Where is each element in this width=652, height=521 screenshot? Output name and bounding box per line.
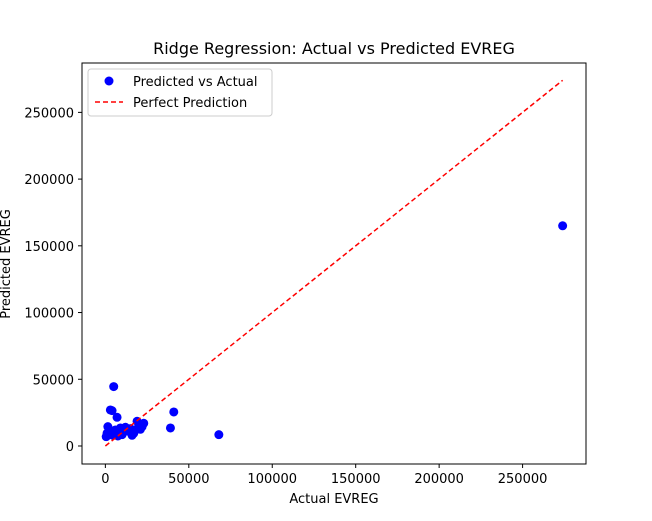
y-tick-label: 0 [66,440,74,455]
line-layer [104,79,564,447]
data-point [165,423,175,433]
x-tick-label: 0 [101,472,109,487]
data-point [107,406,117,416]
x-tick-label: 50000 [168,472,209,487]
y-tick-label: 150000 [24,240,74,255]
data-point [214,430,224,440]
x-axis-label: Actual EVREG [289,492,378,507]
chart-title: Ridge Regression: Actual vs Predicted EV… [153,39,515,58]
legend-label-scatter: Predicted vs Actual [133,75,257,90]
y-tick-label: 200000 [24,173,74,188]
y-tick-label: 100000 [24,307,74,322]
legend-label-line: Perfect Prediction [133,96,247,111]
y-tick-label: 50000 [33,373,74,388]
data-point [112,412,122,422]
x-tick-label: 200000 [414,472,464,487]
y-axis-label: Predicted EVREG [0,209,14,319]
y-axis: 0 50000 100000 150000 200000 250000 [24,106,82,455]
data-point [139,418,149,428]
legend-marker-scatter [104,76,114,86]
y-tick-label: 250000 [24,106,74,121]
x-tick-label: 150000 [331,472,381,487]
perfect-prediction-line [104,79,564,447]
data-point [109,382,119,392]
x-tick-label: 100000 [247,472,297,487]
legend-box [87,68,273,117]
x-axis: 0 50000 100000 150000 200000 250000 [101,464,547,487]
data-point [558,221,568,231]
x-tick-label: 250000 [498,472,548,487]
data-point [169,407,179,417]
legend: Predicted vs Actual Perfect Prediction [87,68,273,117]
